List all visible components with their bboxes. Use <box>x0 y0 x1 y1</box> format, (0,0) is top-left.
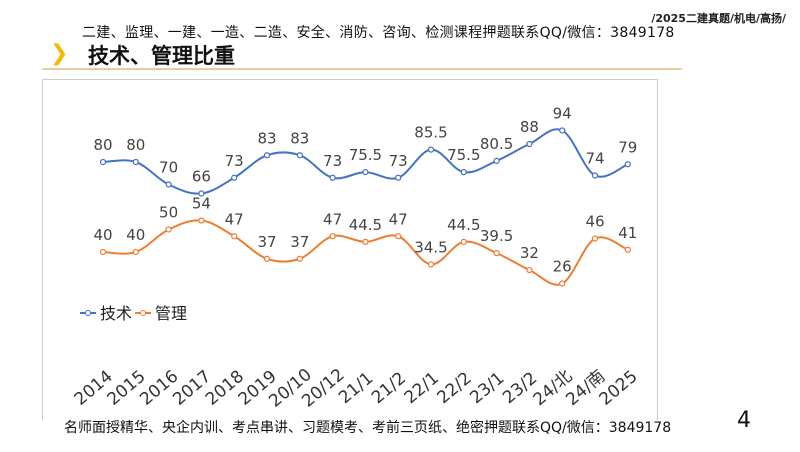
data-label: 37 <box>257 233 276 251</box>
data-point <box>263 255 271 262</box>
data-point <box>395 174 402 181</box>
data-label: 40 <box>93 226 112 244</box>
title-divider <box>42 68 682 70</box>
data-label: 73 <box>225 152 244 170</box>
data-point <box>231 174 238 181</box>
data-point <box>132 158 139 166</box>
data-label: 47 <box>323 210 342 228</box>
data-label: 80 <box>126 136 145 154</box>
data-label: 34.5 <box>414 238 447 256</box>
x-tick-label: 22/1 <box>401 368 443 408</box>
data-point <box>493 250 500 257</box>
data-point <box>559 127 566 134</box>
data-label: 47 <box>389 210 408 228</box>
data-point <box>165 226 172 233</box>
data-point <box>362 169 369 176</box>
top-ad-text: 二建、监理、一建、一造、二造、安全、消防、咨询、检测课程押题联系QQ/微信：38… <box>82 25 675 41</box>
x-tick-label: 22/2 <box>434 368 476 408</box>
data-label: 50 <box>159 204 178 222</box>
data-label: 39.5 <box>480 227 513 245</box>
data-label: 83 <box>257 129 276 147</box>
data-point <box>591 235 599 242</box>
data-label: 41 <box>618 224 637 242</box>
data-label: 75.5 <box>447 146 480 164</box>
data-label: 70 <box>159 159 178 177</box>
data-label: 73 <box>323 152 342 170</box>
data-point <box>296 255 303 262</box>
legend-label: 技术 <box>100 304 132 323</box>
chart-frame <box>42 79 658 420</box>
data-point <box>427 146 435 153</box>
data-label: 44.5 <box>349 216 382 234</box>
data-point <box>99 248 107 256</box>
data-point <box>296 152 303 159</box>
data-label: 73 <box>389 152 408 170</box>
data-point <box>198 217 205 224</box>
data-label: 44.5 <box>447 216 480 234</box>
data-point <box>329 174 336 181</box>
path-note: /2025二建真题/机电/高扬/ <box>651 12 786 25</box>
data-label: 94 <box>553 105 572 123</box>
data-point <box>427 261 435 268</box>
data-point <box>460 169 467 176</box>
data-label: 40 <box>126 226 145 244</box>
data-label: 75.5 <box>349 146 382 164</box>
data-label: 80 <box>93 136 112 154</box>
data-point <box>165 181 172 188</box>
x-tick-label: 2025 <box>596 367 642 410</box>
data-label: 66 <box>192 168 211 186</box>
data-point <box>263 152 271 159</box>
data-label: 47 <box>225 210 244 228</box>
data-point <box>624 161 631 168</box>
data-point <box>460 238 467 245</box>
legend-marker <box>85 310 91 316</box>
data-point <box>198 190 205 197</box>
data-point <box>591 172 599 179</box>
data-label: 37 <box>290 233 309 251</box>
legend-label: 管理 <box>155 304 187 323</box>
chevron-icon: ❯ <box>50 41 69 66</box>
data-label: 46 <box>585 213 604 231</box>
data-label: 85.5 <box>414 124 447 142</box>
data-label: 32 <box>520 244 539 262</box>
data-point <box>559 280 566 287</box>
data-point <box>231 233 238 240</box>
x-tick-label: 21/2 <box>368 368 410 408</box>
data-point <box>526 140 533 148</box>
data-label: 88 <box>520 118 539 136</box>
data-point <box>362 238 369 245</box>
bottom-ad-text: 名师面授精华、央企内训、考点串讲、习题模考、考前三页纸、绝密押题联系QQ/微信：… <box>64 420 672 436</box>
data-label: 26 <box>553 258 572 276</box>
data-label: 79 <box>618 138 637 156</box>
page-number: 4 <box>737 408 751 433</box>
data-point <box>99 158 107 166</box>
legend-marker <box>140 310 146 316</box>
data-point <box>526 266 533 274</box>
page-title: 技术、管理比重 <box>88 44 235 68</box>
x-tick-label: 23/1 <box>466 368 508 408</box>
data-label: 54 <box>192 195 211 213</box>
data-label: 74 <box>585 150 604 168</box>
data-label: 83 <box>290 129 309 147</box>
data-point <box>329 233 336 240</box>
data-point <box>624 246 631 253</box>
data-point <box>132 248 139 256</box>
data-point <box>493 157 500 164</box>
data-label: 80.5 <box>480 135 513 153</box>
data-point <box>395 233 402 240</box>
